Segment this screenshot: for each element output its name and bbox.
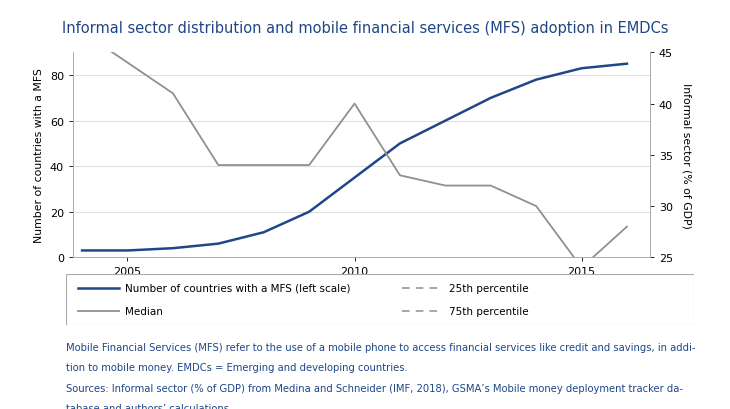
Text: Median: Median xyxy=(126,306,164,316)
Y-axis label: Informal sector (% of GDP): Informal sector (% of GDP) xyxy=(681,83,691,228)
Text: tion to mobile money. EMDCs = Emerging and developing countries.: tion to mobile money. EMDCs = Emerging a… xyxy=(66,362,407,372)
Text: Mobile Financial Services (MFS) refer to the use of a mobile phone to access fin: Mobile Financial Services (MFS) refer to… xyxy=(66,342,695,353)
Text: tabase and authors’ calculations.: tabase and authors’ calculations. xyxy=(66,403,232,409)
Text: Informal sector distribution and mobile financial services (MFS) adoption in EMD: Informal sector distribution and mobile … xyxy=(62,21,668,36)
Text: Sources: Informal sector (% of GDP) from Medina and Schneider (IMF, 2018), GSMA’: Sources: Informal sector (% of GDP) from… xyxy=(66,383,683,393)
Y-axis label: Number of countries with a MFS: Number of countries with a MFS xyxy=(34,68,45,243)
Text: 75th percentile: 75th percentile xyxy=(449,306,529,316)
Text: Number of countries with a MFS (left scale): Number of countries with a MFS (left sca… xyxy=(126,283,351,293)
Text: 25th percentile: 25th percentile xyxy=(449,283,529,293)
